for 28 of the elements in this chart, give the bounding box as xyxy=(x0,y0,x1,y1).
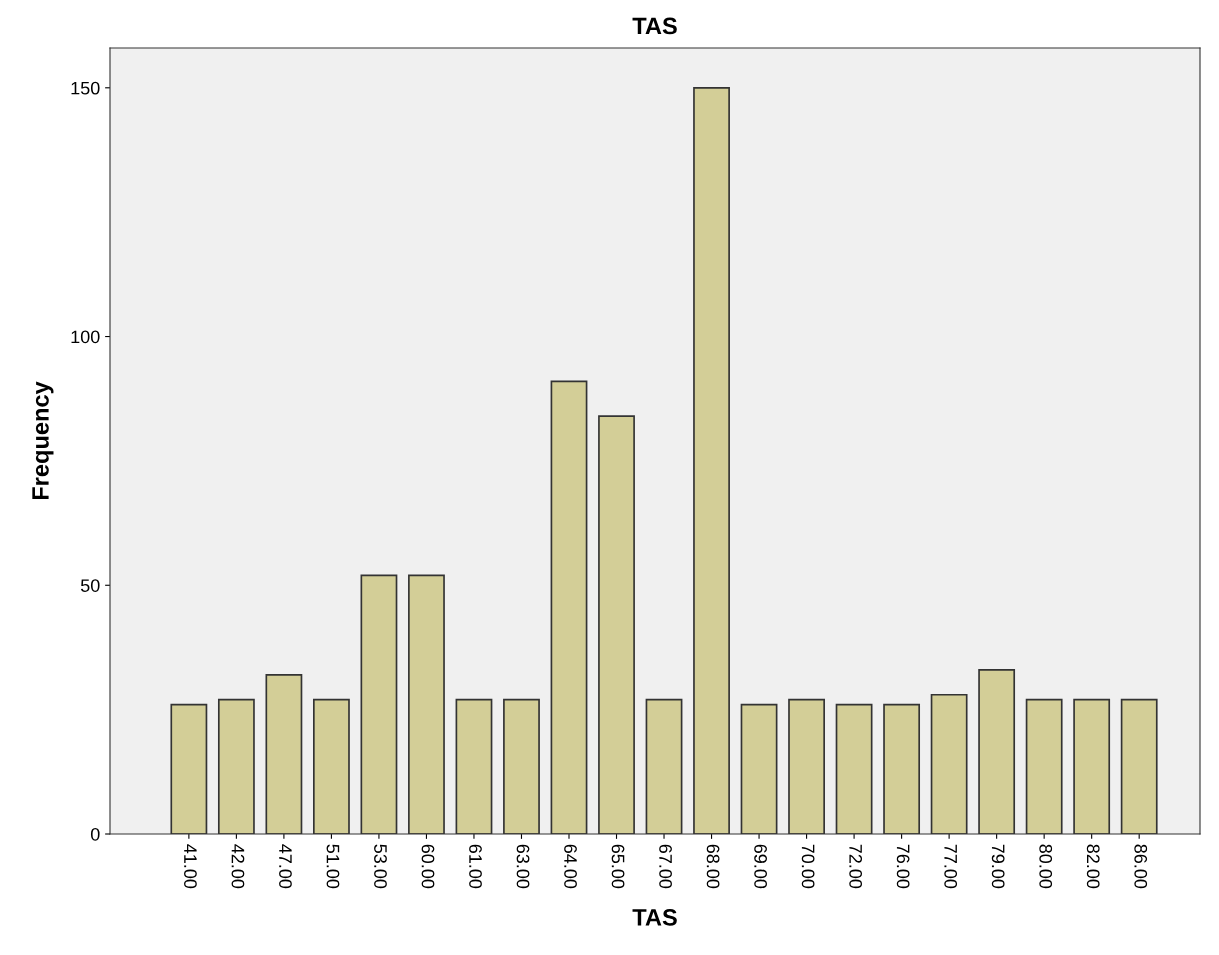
x-tick-label: 64.00 xyxy=(564,844,577,889)
x-tick-label: 77.00 xyxy=(944,844,958,889)
x-tick-label: 53.00 xyxy=(374,844,387,889)
y-tick-label: 0 xyxy=(90,827,100,841)
x-tick-label: 68.00 xyxy=(706,844,720,889)
x-tick-label: 82.00 xyxy=(1086,844,1100,889)
x-tick-label: 86.00 xyxy=(1134,844,1148,889)
y-tick-label: 150 xyxy=(71,81,100,95)
x-tick-label: 65.00 xyxy=(611,844,625,889)
y-tick-label: 50 xyxy=(80,579,100,592)
x-tick-label: 42.00 xyxy=(231,844,245,889)
x-tick-label: 80.00 xyxy=(1039,844,1053,889)
x-tick-label: 41.00 xyxy=(184,844,197,889)
chart-title: TAS xyxy=(632,17,677,35)
x-tick-label: 76.00 xyxy=(896,844,910,889)
x-tick-label: 61.00 xyxy=(469,844,482,889)
y-axis-title: Frequency xyxy=(32,381,54,500)
y-tick-label: 100 xyxy=(71,330,100,344)
x-tick-label: 79.00 xyxy=(991,844,1005,889)
x-tick-label: 60.00 xyxy=(421,844,435,889)
x-tick-label: 63.00 xyxy=(516,844,530,889)
x-tick-label: 72.00 xyxy=(849,844,863,889)
x-tick-label: 51.00 xyxy=(326,844,340,889)
x-tick-label: 69.00 xyxy=(754,844,767,889)
x-tick-label: 70.00 xyxy=(801,844,815,889)
x-tick-label: 47.00 xyxy=(279,844,292,889)
x-tick-label: 67.00 xyxy=(659,844,672,889)
x-axis-title: TAS xyxy=(632,908,677,926)
